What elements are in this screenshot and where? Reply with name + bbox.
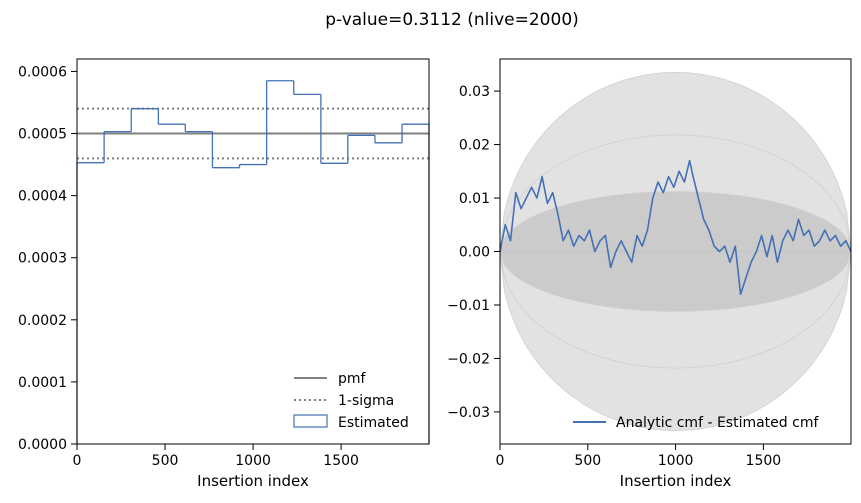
right-chart: 0 500 1000 1500 −0.03 −0.02 −0.01 0.00 0.01 0.02 0… xyxy=(447,58,852,490)
right-ytick-label: 0.03 xyxy=(459,84,490,100)
right-ytick-label: −0.02 xyxy=(447,351,490,367)
left-axes-frame xyxy=(76,58,430,445)
left-ytick-label: 0.0005 xyxy=(18,127,67,143)
left-ytick-label: 0.0004 xyxy=(18,189,67,205)
legend-estimated-patch xyxy=(293,414,328,428)
left-ytick-label: 0.0001 xyxy=(18,375,67,391)
left-chart: 0 500 1000 1500 0.0000 0.0001 0.0002 0.0003 0.00… xyxy=(18,58,430,490)
figure-title: p-value=0.3112 (nlive=2000) xyxy=(325,10,579,30)
right-xtick-label: 1000 xyxy=(658,453,694,469)
legend-cmf-label: Analytic cmf - Estimated cmf xyxy=(616,415,819,431)
left-ticks: 0 500 1000 1500 0.0000 0.0001 0.0002 0.0003 0.00… xyxy=(18,64,359,469)
left-xtick-label: 500 xyxy=(152,453,179,469)
right-xtick-label: 0 xyxy=(496,453,505,469)
legend-sigma-label: 1-sigma xyxy=(338,393,394,409)
right-ticks: 0 500 1000 1500 −0.03 −0.02 −0.01 0.00 0.01 0.02 0… xyxy=(447,84,781,469)
right-xtick-label: 500 xyxy=(574,453,601,469)
legend-pmf-label: pmf xyxy=(338,371,367,387)
right-plot-area xyxy=(499,72,852,431)
right-ytick-label: 0.01 xyxy=(459,191,490,207)
left-x-axis-label: Insertion index xyxy=(197,472,309,490)
left-ytick-label: 0.0002 xyxy=(18,313,67,329)
right-x-axis-label: Insertion index xyxy=(620,472,732,490)
right-xtick-label: 1500 xyxy=(746,453,782,469)
left-ytick-label: 0.0006 xyxy=(18,64,67,80)
left-xtick-label: 1500 xyxy=(323,453,359,469)
left-xtick-label: 1000 xyxy=(235,453,271,469)
right-ytick-label: −0.03 xyxy=(447,405,490,421)
legend-estimated-label: Estimated xyxy=(338,415,409,431)
left-ytick-label: 0.0003 xyxy=(18,251,67,267)
left-ytick-label: 0.0000 xyxy=(18,437,67,453)
right-ytick-label: −0.01 xyxy=(447,298,490,314)
right-ytick-label: 0.02 xyxy=(459,138,490,154)
left-xtick-label: 0 xyxy=(73,453,82,469)
left-plot-area xyxy=(76,80,430,444)
cmf-difference-line xyxy=(499,159,852,296)
right-legend: Analytic cmf - Estimated cmf xyxy=(573,415,819,431)
left-legend: pmf 1-sigma Estimated xyxy=(293,371,409,431)
right-ytick-label: 0.00 xyxy=(459,245,490,261)
